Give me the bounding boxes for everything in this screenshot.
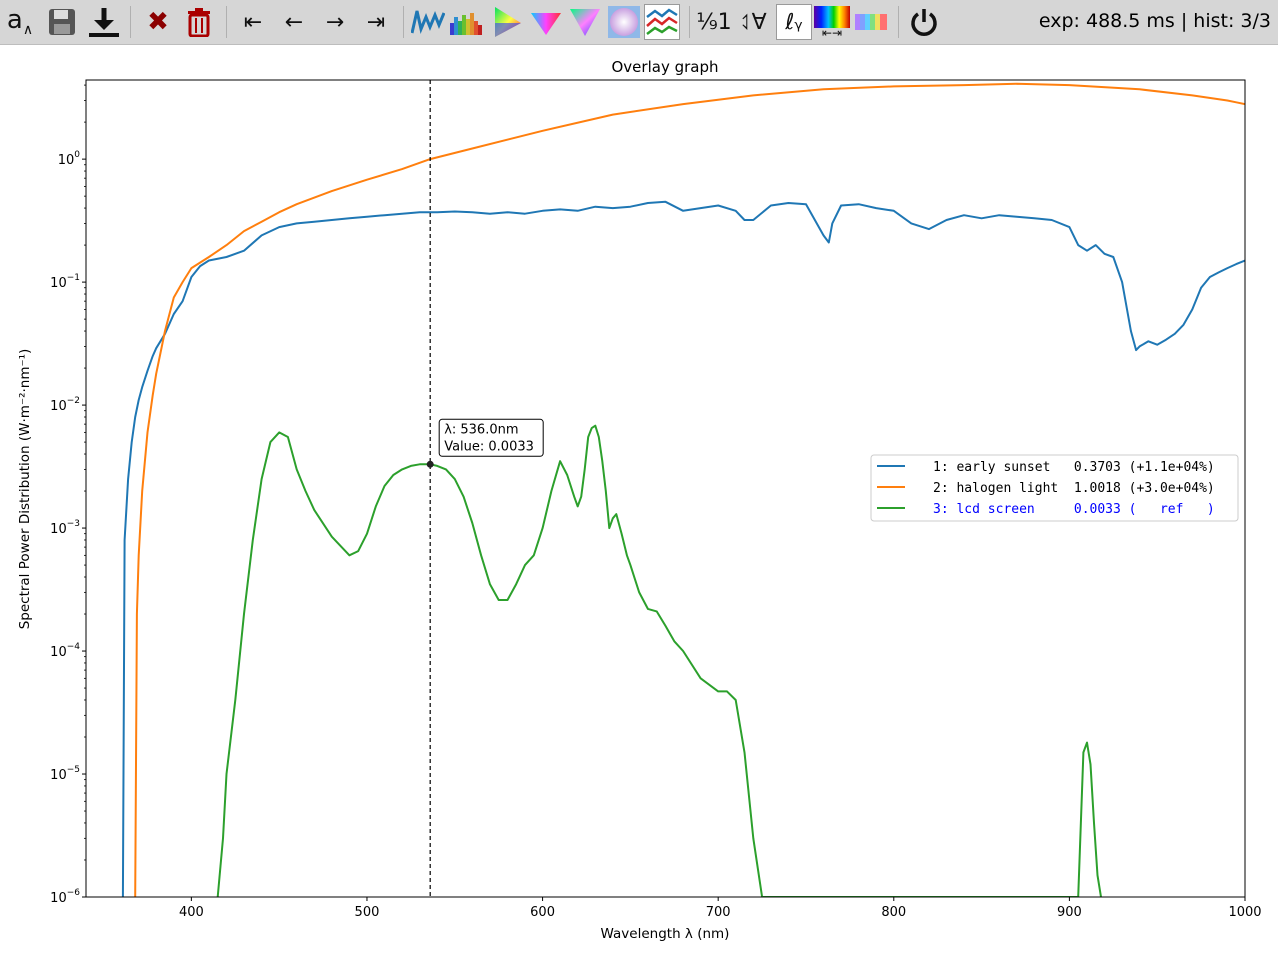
x-tick-label: 500 [355,905,380,920]
spectrum-bar-icon [855,14,887,30]
wavelength-range-button[interactable]: ⇤⇥ [814,4,850,40]
left-arrow-icon: ← [284,9,304,35]
first-button[interactable]: ⇤ [235,4,271,40]
cie-1976-button[interactable] [528,4,564,40]
previous-button[interactable]: ← [276,4,312,40]
spectrum-range-icon [814,6,850,28]
spectrum-bar-button[interactable] [853,4,889,40]
chromaticity-triangle-icon [570,9,600,36]
annotate-icon: a∧ [6,5,34,39]
y-tick-label: 100 [58,150,81,168]
cursor-wavelength-label: λ: 536.0nm [444,422,518,437]
cursor-value-label: Value: 0.0033 [444,439,534,454]
legend: 1: early sunset 0.3703 (+1.1e+04%) 2: hal… [870,454,1239,522]
x-tick-label: 800 [881,905,906,920]
last-icon: ⇥ [366,9,386,35]
cie-1931-button[interactable] [490,4,526,40]
legend-entry-3[interactable]: 3: lcd screen 0.0033 ( ref ) [933,502,1215,517]
log-gamma-icon: ℓᵧ [785,9,803,35]
normalize-all-icon: ⥑∀ [741,9,767,35]
normalize-one-button[interactable]: ⅑1 [696,4,732,40]
legend-box [870,454,1239,522]
series-line-3 [216,424,1102,897]
color-circle-icon [608,6,640,38]
y-tick-label: 10−2 [50,396,80,414]
normalize-all-button[interactable]: ⥑∀ [736,4,772,40]
right-arrow-icon: → [325,9,345,35]
y-tick-label: 10−6 [50,888,80,906]
x-icon: ✖ [147,7,169,37]
histogram-button[interactable] [449,4,485,40]
color-circle-button[interactable] [606,4,642,40]
trash-icon [188,8,210,37]
x-tick-label: 700 [706,905,731,920]
normalize-icon: ⅑1 [696,9,732,35]
clear-button[interactable]: ✖ [140,4,176,40]
series-line-1 [121,200,1245,897]
delete-button[interactable] [181,4,217,40]
chart-title: Overlay graph [612,58,719,76]
x-axis-label: Wavelength λ (nm) [601,926,730,942]
y-tick-label: 10−5 [50,765,80,783]
range-arrows-label: ⇤⇥ [821,26,843,40]
y-tick-label: 10−3 [50,519,80,537]
x-tick-label: 900 [1057,905,1082,920]
overlay-graph-button[interactable] [644,4,680,40]
power-icon [911,9,937,36]
spectrum-line-icon [411,10,445,34]
histogram-icon [450,13,482,35]
y-tick-label: 10−4 [50,642,80,660]
x-tick-label: 1000 [1228,905,1261,920]
overlay-chart: Overlay graph Wavelength λ (nm) Spectral… [17,58,1262,942]
overlay-graph-icon [646,8,678,35]
next-button[interactable]: → [317,4,353,40]
download-button[interactable] [86,4,122,40]
legend-entry-1[interactable]: 1: early sunset 0.3703 (+1.1e+04%) [933,460,1215,475]
cursor-point [426,460,434,468]
floppy-disk-icon [49,9,75,35]
x-tick-label: 400 [179,905,204,920]
y-tick-label: 10−1 [50,273,80,291]
y-axis-label: Spectral Power Distribution (W·m⁻²·nm⁻¹) [17,349,33,630]
cursor-tooltip [438,418,544,457]
annotate-button[interactable]: a∧ [2,4,38,40]
x-tick-label: 600 [530,905,555,920]
chromaticity-icon [495,7,521,37]
log-scale-button[interactable]: ℓᵧ [776,4,812,40]
download-icon [89,8,119,37]
plot-frame [85,79,1246,898]
save-button[interactable] [44,4,80,40]
cie-1960-button[interactable] [567,4,603,40]
legend-entry-2[interactable]: 2: halogen light 1.0018 (+3.0e+04%) [933,481,1215,496]
last-button[interactable]: ⇥ [358,4,394,40]
status-text: exp: 488.5 ms | hist: 3/3 [1038,10,1271,32]
toolbar: a∧ ✖ ⇤ ← → ⇥ ⅑1 ⥑∀ ℓᵧ ⇤⇥ [0,0,1278,45]
first-icon: ⇤ [243,9,263,35]
power-button[interactable] [906,4,942,40]
chromaticity-uv-icon [531,13,561,35]
series-line-2 [134,82,1245,897]
spectrum-graph-button[interactable] [410,4,446,40]
